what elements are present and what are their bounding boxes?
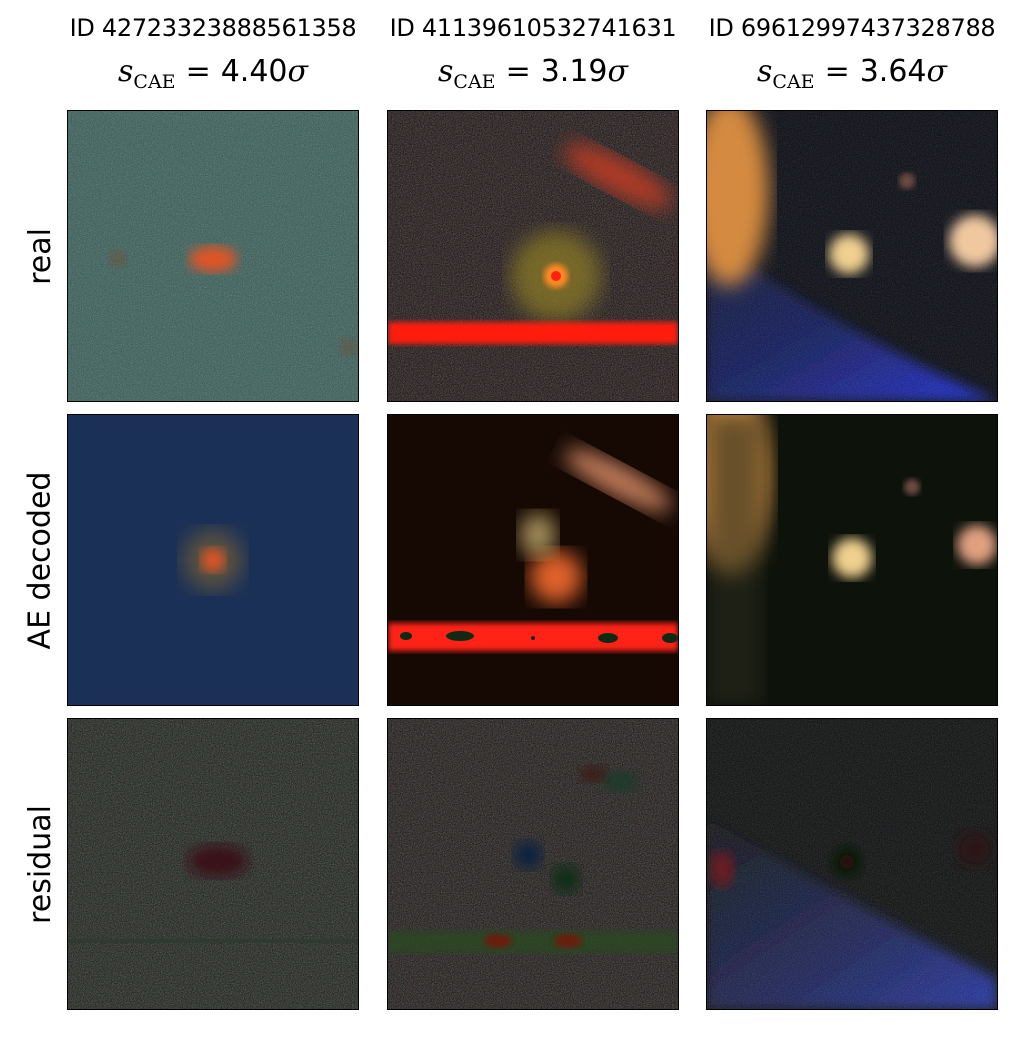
column-score-1: sCAE = 4.40σ [67, 54, 359, 93]
score-subscript: CAE [133, 71, 176, 93]
galaxy-blob [189, 246, 237, 272]
star-2 [949, 215, 997, 267]
column-score-2: sCAE = 3.19σ [387, 54, 679, 93]
column-score-3: sCAE = 3.64σ [706, 54, 998, 93]
score-value: 4.40 [220, 54, 288, 89]
column-id-1: ID 42723323888561358 [69, 14, 357, 42]
red-streak [388, 322, 678, 344]
star-1 [829, 234, 869, 274]
arc-galaxy [564, 144, 672, 208]
score-subscript: CAE [772, 71, 815, 93]
equals-sign: = [824, 54, 850, 89]
panel-real-3 [706, 110, 998, 402]
streak-residual [388, 931, 678, 953]
panel-residual-1 [67, 718, 359, 1010]
panel-real-2 [387, 110, 679, 402]
panel-residual-3 [706, 718, 998, 1010]
equals-sign: = [505, 54, 531, 89]
score-symbol: s [757, 54, 773, 89]
panel-decoded-2 [387, 414, 679, 706]
equals-sign: = [185, 54, 211, 89]
arc-galaxy [564, 448, 672, 512]
score-symbol: s [438, 54, 454, 89]
score-value: 3.64 [859, 54, 927, 89]
sigma-unit: σ [607, 54, 628, 89]
panel-real-1 [67, 110, 359, 402]
star-1 [832, 538, 872, 578]
column-id-2: ID 41139610532741631 [389, 14, 677, 42]
panel-residual-2 [387, 718, 679, 1010]
sigma-unit: σ [926, 54, 947, 89]
galaxy-blob [201, 548, 225, 572]
score-symbol: s [118, 54, 134, 89]
galaxy-blob [530, 551, 582, 603]
score-subscript: CAE [453, 71, 496, 93]
star-2 [957, 525, 997, 565]
bright-edge-source [707, 111, 769, 286]
score-value: 3.19 [540, 54, 608, 89]
panel-decoded-3 [706, 414, 998, 706]
panel-decoded-1 [67, 414, 359, 706]
sigma-unit: σ [287, 54, 308, 89]
column-id-3: ID 69612997437328788 [708, 14, 996, 42]
